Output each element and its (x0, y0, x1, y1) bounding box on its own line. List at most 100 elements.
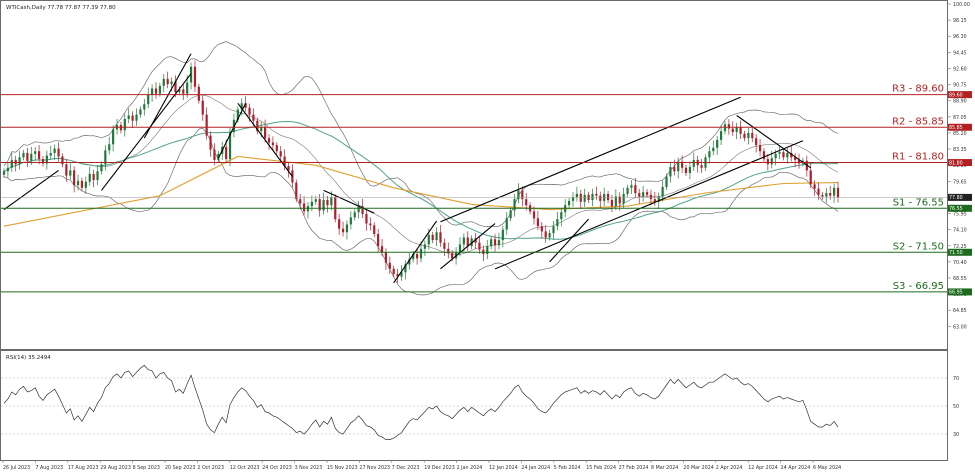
candle-body (84, 181, 87, 188)
candle-body (412, 254, 415, 260)
candle-body (606, 193, 610, 201)
price-tick-label: 90.75 (953, 83, 967, 89)
level-price-tag (948, 123, 972, 131)
price-tick-label: 96.30 (953, 34, 967, 40)
candle-body (591, 193, 594, 201)
candle-body (692, 159, 695, 167)
x-tick-label: 8 Mar 2024 (651, 465, 678, 471)
x-tick-label: 8 Sep 2023 (133, 465, 160, 471)
candle-body (653, 199, 656, 202)
candle-body (10, 159, 13, 168)
candle-body (108, 144, 111, 151)
candle-body (786, 152, 789, 158)
current-price-tag-text: 77.80 (949, 195, 963, 201)
candle-body (790, 152, 793, 158)
candle-body (396, 274, 399, 277)
candle-body (76, 180, 80, 186)
candle-body (782, 152, 785, 158)
candle-body (509, 210, 512, 219)
candle-body (267, 138, 271, 143)
x-tick-label: 27 Nov 2023 (359, 465, 390, 471)
candle-body (447, 248, 450, 254)
candle-body (34, 151, 37, 154)
candle-body (669, 166, 672, 177)
candle-body (665, 176, 668, 187)
candle-body (330, 197, 333, 206)
level-price-tag-text: 85.85 (949, 125, 963, 131)
x-tick-label: 7 Dec 2023 (392, 465, 420, 471)
candle-body (521, 190, 524, 200)
candle-body (357, 206, 360, 213)
candle-body (147, 94, 150, 105)
candle-body (599, 195, 602, 201)
candle-body (400, 272, 403, 277)
rsi-tick-label: 70 (953, 376, 959, 382)
candle-body (283, 156, 286, 167)
candle-body (139, 109, 142, 115)
trendline (736, 115, 812, 169)
candle-body (65, 164, 68, 176)
candle-body (388, 262, 391, 269)
candle-body (595, 193, 598, 196)
level-label: R2 - 85.85 (892, 116, 944, 127)
candle-body (443, 242, 446, 249)
candle-body (684, 167, 688, 174)
candle-body (275, 145, 278, 152)
candle-body (755, 138, 758, 146)
level-label: S1 - 76.55 (893, 197, 944, 208)
candle-body (41, 159, 45, 164)
candle-body (490, 239, 493, 247)
candle-body (618, 196, 621, 204)
rsi-pane-border (0, 350, 948, 461)
candle-body (657, 196, 660, 202)
level-price-tag (948, 248, 972, 256)
price-tick-label: 94.45 (953, 50, 967, 56)
x-tick-label: 3 Nov 2023 (295, 465, 323, 471)
candle-body (431, 234, 434, 241)
candle-body (162, 78, 165, 86)
candle-body (451, 253, 454, 259)
candle-body (143, 104, 146, 110)
rsi-line (3, 364, 839, 440)
candle-body (100, 164, 103, 172)
candle-body (486, 246, 489, 255)
candle-body (131, 115, 134, 121)
candle-body (369, 223, 372, 226)
candle-body (751, 132, 754, 139)
candle-body (439, 232, 442, 243)
candle-body (829, 193, 832, 196)
candle-body (240, 103, 243, 110)
candle-body (252, 114, 255, 121)
candle-body (322, 200, 325, 211)
candle-body (673, 166, 676, 172)
candle-body (836, 187, 840, 198)
candle-body (544, 231, 547, 238)
candle-body (571, 197, 575, 201)
candle-body (735, 126, 738, 133)
candle-body (497, 240, 501, 246)
candle-body (517, 190, 520, 200)
candle-body (423, 244, 426, 249)
candle-body (299, 199, 302, 204)
candle-body (532, 211, 536, 219)
candle-body (150, 88, 154, 95)
candle-body (271, 142, 275, 146)
candle-body (626, 187, 629, 194)
candle-body (536, 218, 540, 227)
rsi-tick-label: 50 (953, 404, 959, 410)
candle-body (287, 166, 290, 171)
candle-body (408, 259, 411, 265)
candle-body (193, 66, 197, 87)
trendline (237, 102, 293, 177)
candle-body (338, 219, 341, 229)
candle-body (80, 180, 84, 188)
candle-body (416, 254, 419, 259)
candle-body (466, 237, 469, 247)
candle-body (314, 199, 317, 202)
x-tick-label: 24 Oct 2023 (262, 465, 292, 471)
candle-body (505, 218, 508, 230)
x-tick-label: 24 Apr 2024 (781, 465, 811, 471)
candle-body (6, 167, 9, 172)
candle-body (716, 139, 719, 148)
